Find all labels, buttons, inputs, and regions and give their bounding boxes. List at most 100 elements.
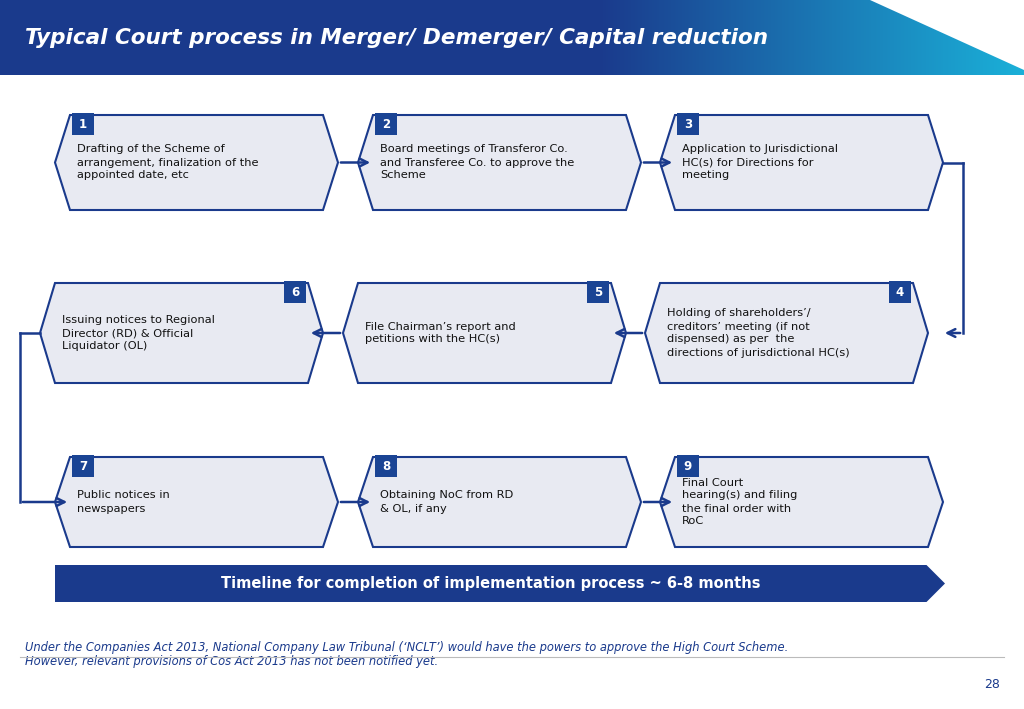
Bar [715, 0, 717, 75]
Bar [1010, 0, 1013, 75]
Bar [724, 0, 727, 75]
Bar [850, 0, 853, 75]
Bar [863, 0, 865, 75]
Bar [952, 0, 954, 75]
Bar [913, 0, 916, 75]
Bar [727, 0, 730, 75]
Bar [975, 0, 977, 75]
Bar [676, 0, 679, 75]
Bar [791, 0, 794, 75]
Bar [860, 0, 862, 75]
Bar [626, 0, 628, 75]
Bar [927, 0, 929, 75]
Bar [994, 0, 996, 75]
Bar [601, 0, 604, 75]
Bar [865, 0, 868, 75]
Bar [793, 0, 795, 75]
Bar [664, 0, 666, 75]
Text: 9: 9 [684, 459, 692, 472]
Bar [633, 0, 635, 75]
Bar [644, 0, 646, 75]
Bar [655, 0, 657, 75]
Bar [916, 0, 919, 75]
Polygon shape [343, 283, 626, 383]
Bar [611, 0, 613, 75]
Bar [663, 0, 665, 75]
Bar [804, 0, 806, 75]
Bar [939, 0, 942, 75]
Bar [965, 0, 967, 75]
Bar [973, 0, 976, 75]
Bar [995, 0, 998, 75]
Polygon shape [358, 457, 641, 547]
Bar [984, 0, 987, 75]
Bar [753, 0, 755, 75]
Bar [968, 0, 970, 75]
Text: Director (RD) & Official: Director (RD) & Official [62, 328, 194, 338]
Bar [889, 281, 911, 303]
Bar [921, 0, 924, 75]
Bar [856, 0, 858, 75]
Bar [722, 0, 724, 75]
Bar [706, 0, 709, 75]
Bar [765, 0, 768, 75]
Bar [711, 0, 713, 75]
Bar [656, 0, 659, 75]
Bar [744, 0, 746, 75]
Bar [1023, 0, 1024, 75]
Bar [982, 0, 984, 75]
Bar [623, 0, 625, 75]
Bar [1000, 0, 1002, 75]
Bar [659, 0, 662, 75]
Bar [72, 455, 94, 477]
Bar [800, 0, 802, 75]
Bar [794, 0, 796, 75]
Bar [1006, 0, 1008, 75]
Bar [712, 0, 714, 75]
Bar [890, 0, 892, 75]
Bar [620, 0, 623, 75]
Text: Issuing notices to Regional: Issuing notices to Regional [62, 315, 215, 325]
Text: Drafting of the Scheme of: Drafting of the Scheme of [77, 145, 224, 155]
Bar [742, 0, 745, 75]
Bar [697, 0, 700, 75]
Bar [779, 0, 782, 75]
Bar [998, 0, 1001, 75]
Text: 5: 5 [594, 286, 602, 298]
Bar [956, 0, 958, 75]
Bar [587, 281, 609, 303]
Bar [616, 0, 620, 75]
Polygon shape [55, 457, 338, 547]
Text: hearing(s) and filing: hearing(s) and filing [682, 491, 798, 501]
Bar [631, 0, 634, 75]
Bar [891, 0, 894, 75]
Bar [820, 0, 823, 75]
Text: 3: 3 [684, 118, 692, 130]
Bar [798, 0, 801, 75]
Bar [674, 0, 676, 75]
Bar [678, 0, 680, 75]
Bar [888, 0, 891, 75]
Bar [688, 0, 690, 75]
Bar [809, 0, 812, 75]
Bar [760, 0, 762, 75]
Text: Scheme: Scheme [380, 170, 426, 181]
Bar [749, 0, 751, 75]
Bar [902, 0, 905, 75]
Bar [987, 0, 989, 75]
Bar [645, 0, 647, 75]
Bar [900, 0, 902, 75]
Bar [605, 0, 608, 75]
Bar [822, 0, 824, 75]
Bar [708, 0, 710, 75]
Bar [935, 0, 937, 75]
Text: 2: 2 [382, 118, 390, 130]
Bar [880, 0, 883, 75]
Bar [990, 0, 992, 75]
Bar [716, 0, 718, 75]
Bar [924, 0, 926, 75]
Bar [677, 113, 699, 135]
Bar [690, 0, 693, 75]
Bar [816, 0, 818, 75]
Bar [842, 0, 844, 75]
